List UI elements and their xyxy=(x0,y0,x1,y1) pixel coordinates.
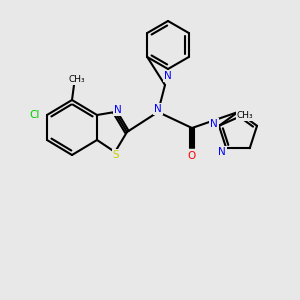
Text: N: N xyxy=(114,105,122,115)
Text: S: S xyxy=(113,150,119,160)
Text: CH₃: CH₃ xyxy=(69,76,85,85)
Text: N: N xyxy=(164,71,172,81)
Text: Cl: Cl xyxy=(30,110,40,120)
Text: O: O xyxy=(188,151,196,161)
Text: N: N xyxy=(210,119,218,129)
Text: CH₃: CH₃ xyxy=(237,111,253,120)
Text: N: N xyxy=(154,104,162,114)
Text: N: N xyxy=(218,147,226,157)
